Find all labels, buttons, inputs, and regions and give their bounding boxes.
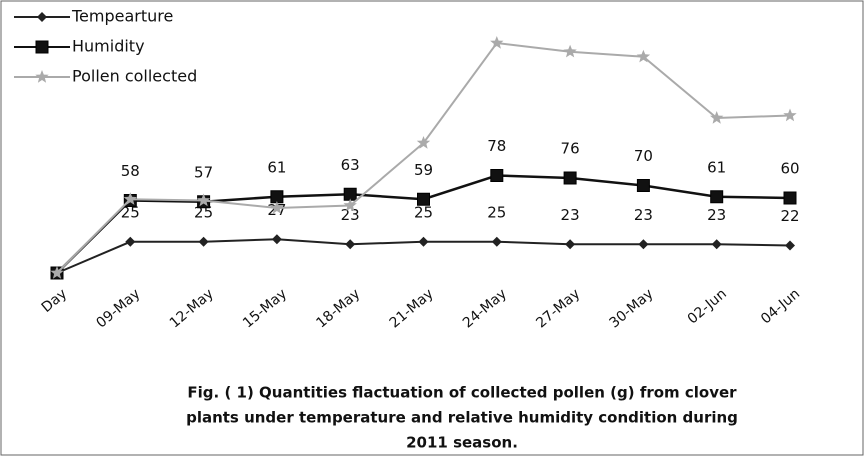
- data-label: 23: [707, 206, 726, 224]
- x-tick-label: 04-Jun: [758, 286, 803, 328]
- data-label: 78: [487, 137, 506, 155]
- data-point: [783, 108, 797, 122]
- data-label: 70: [634, 147, 653, 165]
- x-tick-label: 09-May: [93, 286, 143, 332]
- data-point: [636, 49, 651, 63]
- data-label: 23: [561, 206, 580, 224]
- data-label: 61: [267, 158, 286, 176]
- data-point: [198, 236, 209, 247]
- data-label: 59: [414, 161, 433, 179]
- data-point: [711, 239, 722, 250]
- x-tick-label: 12-May: [167, 286, 217, 332]
- x-tick-label: 27-May: [533, 286, 583, 332]
- caption: Fig. ( 1) Quantities flactuation of coll…: [187, 384, 737, 402]
- caption: plants under temperature and relative hu…: [186, 409, 738, 427]
- data-label: 57: [194, 163, 213, 181]
- data-label: 60: [780, 160, 799, 178]
- data-label: 58: [121, 162, 140, 180]
- data-label: 25: [487, 203, 506, 221]
- data-point: [563, 171, 577, 185]
- x-tick-label: 02-Jun: [685, 286, 730, 328]
- legend-marker: [35, 40, 49, 54]
- data-label: 25: [414, 203, 433, 221]
- data-point: [271, 234, 282, 245]
- data-point: [343, 198, 357, 212]
- data-point: [196, 193, 211, 207]
- caption: 2011 season.: [406, 434, 518, 452]
- x-tick-label: Day: [39, 286, 70, 316]
- data-point: [270, 190, 284, 204]
- x-tick-label: 18-May: [313, 286, 363, 332]
- data-label: 76: [561, 140, 580, 158]
- data-label: 23: [634, 206, 653, 224]
- legend-marker: [37, 12, 47, 22]
- data-label: 63: [341, 156, 360, 174]
- data-label: 22: [780, 207, 799, 225]
- legend-label: Pollen collected: [72, 67, 197, 86]
- data-point: [490, 36, 504, 49]
- data-point: [638, 239, 649, 250]
- data-point: [563, 44, 577, 58]
- x-tick-label: 21-May: [387, 286, 437, 332]
- data-point: [710, 111, 724, 124]
- legend-label: Humidity: [72, 37, 145, 56]
- data-label: 23: [341, 206, 360, 224]
- data-point: [270, 201, 284, 214]
- data-point: [125, 236, 136, 247]
- data-point: [785, 240, 795, 251]
- x-tick-label: 30-May: [607, 286, 657, 332]
- data-point: [417, 192, 430, 206]
- data-point: [123, 192, 137, 205]
- data-point: [565, 239, 576, 250]
- data-point: [345, 239, 356, 250]
- data-label: 61: [707, 158, 726, 176]
- data-point: [418, 236, 429, 247]
- data-point: [783, 191, 797, 205]
- data-point: [490, 169, 504, 182]
- data-point: [491, 236, 502, 247]
- legend-label: Tempearture: [71, 7, 173, 26]
- data-label: 25: [121, 203, 140, 221]
- data-point: [416, 136, 431, 149]
- x-tick-label: 15-May: [240, 286, 290, 332]
- data-point: [343, 187, 357, 201]
- x-tick-label: 24-May: [460, 286, 510, 332]
- data-point: [636, 179, 650, 192]
- data-point: [50, 266, 64, 279]
- data-point: [710, 190, 724, 204]
- legend-marker: [35, 70, 49, 83]
- series-line: [56, 174, 791, 274]
